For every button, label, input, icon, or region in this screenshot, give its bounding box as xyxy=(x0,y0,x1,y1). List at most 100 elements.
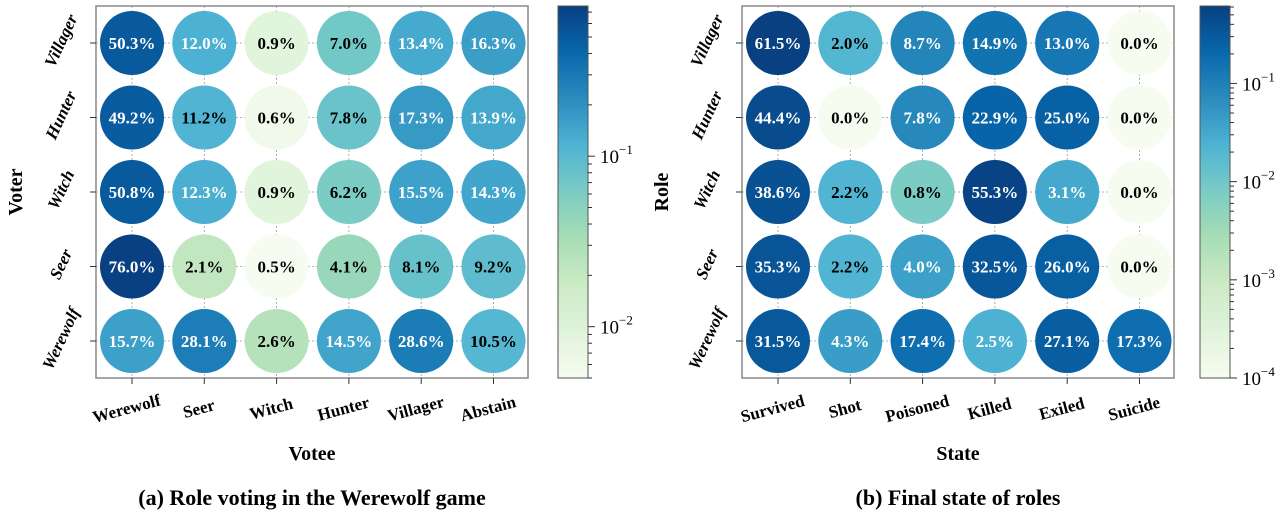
heatmap-cell xyxy=(818,160,883,224)
y-tick-label: Hunter xyxy=(687,88,726,144)
cell-label: 7.8% xyxy=(330,109,368,128)
cell-label: 6.2% xyxy=(330,183,368,202)
heatmap-cell xyxy=(962,85,1027,150)
heatmap-cell xyxy=(316,234,381,299)
y-tick-label: Hunter xyxy=(41,88,80,144)
cell-label: 50.8% xyxy=(109,183,156,202)
heatmap-cell xyxy=(461,160,526,224)
heatmap-cell xyxy=(461,11,526,75)
heatmap-cell xyxy=(100,234,164,299)
cell-label: 35.3% xyxy=(755,258,802,277)
heatmap-cell xyxy=(244,234,309,299)
cell-label: 0.0% xyxy=(1120,258,1158,277)
cell-label: 0.9% xyxy=(257,34,295,53)
x-tick-label: Killed xyxy=(966,394,1014,424)
cell-label: 0.8% xyxy=(903,183,941,202)
x-tick-label: Shot xyxy=(826,395,863,422)
x-axis-label: State xyxy=(936,443,979,465)
heatmap-cell xyxy=(172,85,237,150)
heatmap-cell xyxy=(1107,234,1172,299)
heatmap-cell xyxy=(1035,85,1100,150)
cell-label: 44.4% xyxy=(755,109,802,128)
cell-label: 4.1% xyxy=(330,258,368,277)
cell-label: 14.5% xyxy=(326,332,373,351)
x-tick-label: Exiled xyxy=(1037,393,1087,423)
heatmap-cell xyxy=(1107,160,1172,224)
cell-label: 15.5% xyxy=(398,183,445,202)
heatmap-cell xyxy=(962,11,1027,75)
heatmap-cell xyxy=(890,234,955,299)
heatmap-cell xyxy=(316,11,381,75)
cell-label: 0.0% xyxy=(831,109,869,128)
colorbar-tick-label: 10−1 xyxy=(600,142,633,168)
cell-label: 32.5% xyxy=(972,258,1019,277)
heatmap-cell xyxy=(1035,234,1100,299)
heatmap-cell xyxy=(746,309,810,373)
cell-label: 11.2% xyxy=(181,109,227,128)
cell-label: 16.3% xyxy=(470,34,517,53)
cell-label: 50.3% xyxy=(109,34,156,53)
cell-label: 2.5% xyxy=(976,332,1014,351)
colorbar xyxy=(557,5,589,379)
cell-label: 31.5% xyxy=(755,332,802,351)
heatmap-cell xyxy=(1107,11,1172,75)
cell-label: 38.6% xyxy=(755,183,802,202)
heatmap-cell xyxy=(1107,85,1172,150)
cell-label: 8.7% xyxy=(903,34,941,53)
cell-label: 10.5% xyxy=(470,332,517,351)
heatmap-cell xyxy=(461,234,526,299)
heatmap-cell xyxy=(746,234,810,299)
y-tick-label: Werewolf xyxy=(39,303,85,373)
cell-label: 0.0% xyxy=(1120,34,1158,53)
x-tick-label: Survived xyxy=(739,391,807,426)
cell-label: 13.4% xyxy=(398,34,445,53)
heatmap-cell xyxy=(244,160,309,224)
heatmap-cell xyxy=(746,11,810,75)
cell-label: 7.8% xyxy=(903,109,941,128)
colorbar-tick-label: 10−3 xyxy=(1242,266,1275,292)
y-tick-label: Villager xyxy=(687,11,728,70)
cell-label: 7.0% xyxy=(330,34,368,53)
heatmap-cell xyxy=(100,309,164,373)
heatmap-cell xyxy=(389,234,454,299)
heatmap-cell xyxy=(100,160,164,224)
heatmap-cell xyxy=(890,11,955,75)
y-tick-label: Witch xyxy=(690,167,725,212)
cell-label: 28.6% xyxy=(398,332,445,351)
cell-label: 26.0% xyxy=(1044,258,1091,277)
cell-label: 3.1% xyxy=(1048,183,1086,202)
cell-label: 0.6% xyxy=(257,109,295,128)
heatmap-cell xyxy=(818,85,883,150)
colorbar-tick-label: 10−4 xyxy=(1242,364,1275,390)
heatmap-cell xyxy=(389,309,454,373)
y-tick-label: Witch xyxy=(44,167,79,212)
heatmap-cell xyxy=(461,85,526,150)
cell-label: 17.3% xyxy=(1116,332,1163,351)
cell-label: 14.3% xyxy=(470,183,517,202)
y-tick-label: Werewolf xyxy=(685,303,731,373)
y-axis-label: Role xyxy=(651,172,673,211)
cell-label: 13.0% xyxy=(1044,34,1091,53)
x-tick-label: Abstain xyxy=(458,392,518,425)
heatmap-cell xyxy=(1035,160,1100,224)
cell-label: 0.0% xyxy=(1120,109,1158,128)
heatmap-cell xyxy=(172,11,237,75)
colorbar xyxy=(1199,5,1231,379)
cell-label: 8.1% xyxy=(402,258,440,277)
cell-label: 15.7% xyxy=(109,332,156,351)
heatmap-cell xyxy=(316,309,381,373)
heatmap-cell xyxy=(389,11,454,75)
cell-label: 55.3% xyxy=(972,183,1019,202)
heatmap-cell xyxy=(461,309,526,373)
heatmap-cell xyxy=(244,11,309,75)
cell-label: 2.2% xyxy=(831,258,869,277)
heatmap-cell xyxy=(890,85,955,150)
x-tick-label: Werewolf xyxy=(91,390,163,426)
x-tick-label: Hunter xyxy=(315,393,371,425)
heatmap-cell xyxy=(172,309,237,373)
cell-label: 12.0% xyxy=(181,34,228,53)
cell-label: 25.0% xyxy=(1044,109,1091,128)
heatmap-cell xyxy=(1035,11,1100,75)
heatmap-cell xyxy=(316,160,381,224)
x-tick-label: Suicide xyxy=(1106,393,1162,425)
